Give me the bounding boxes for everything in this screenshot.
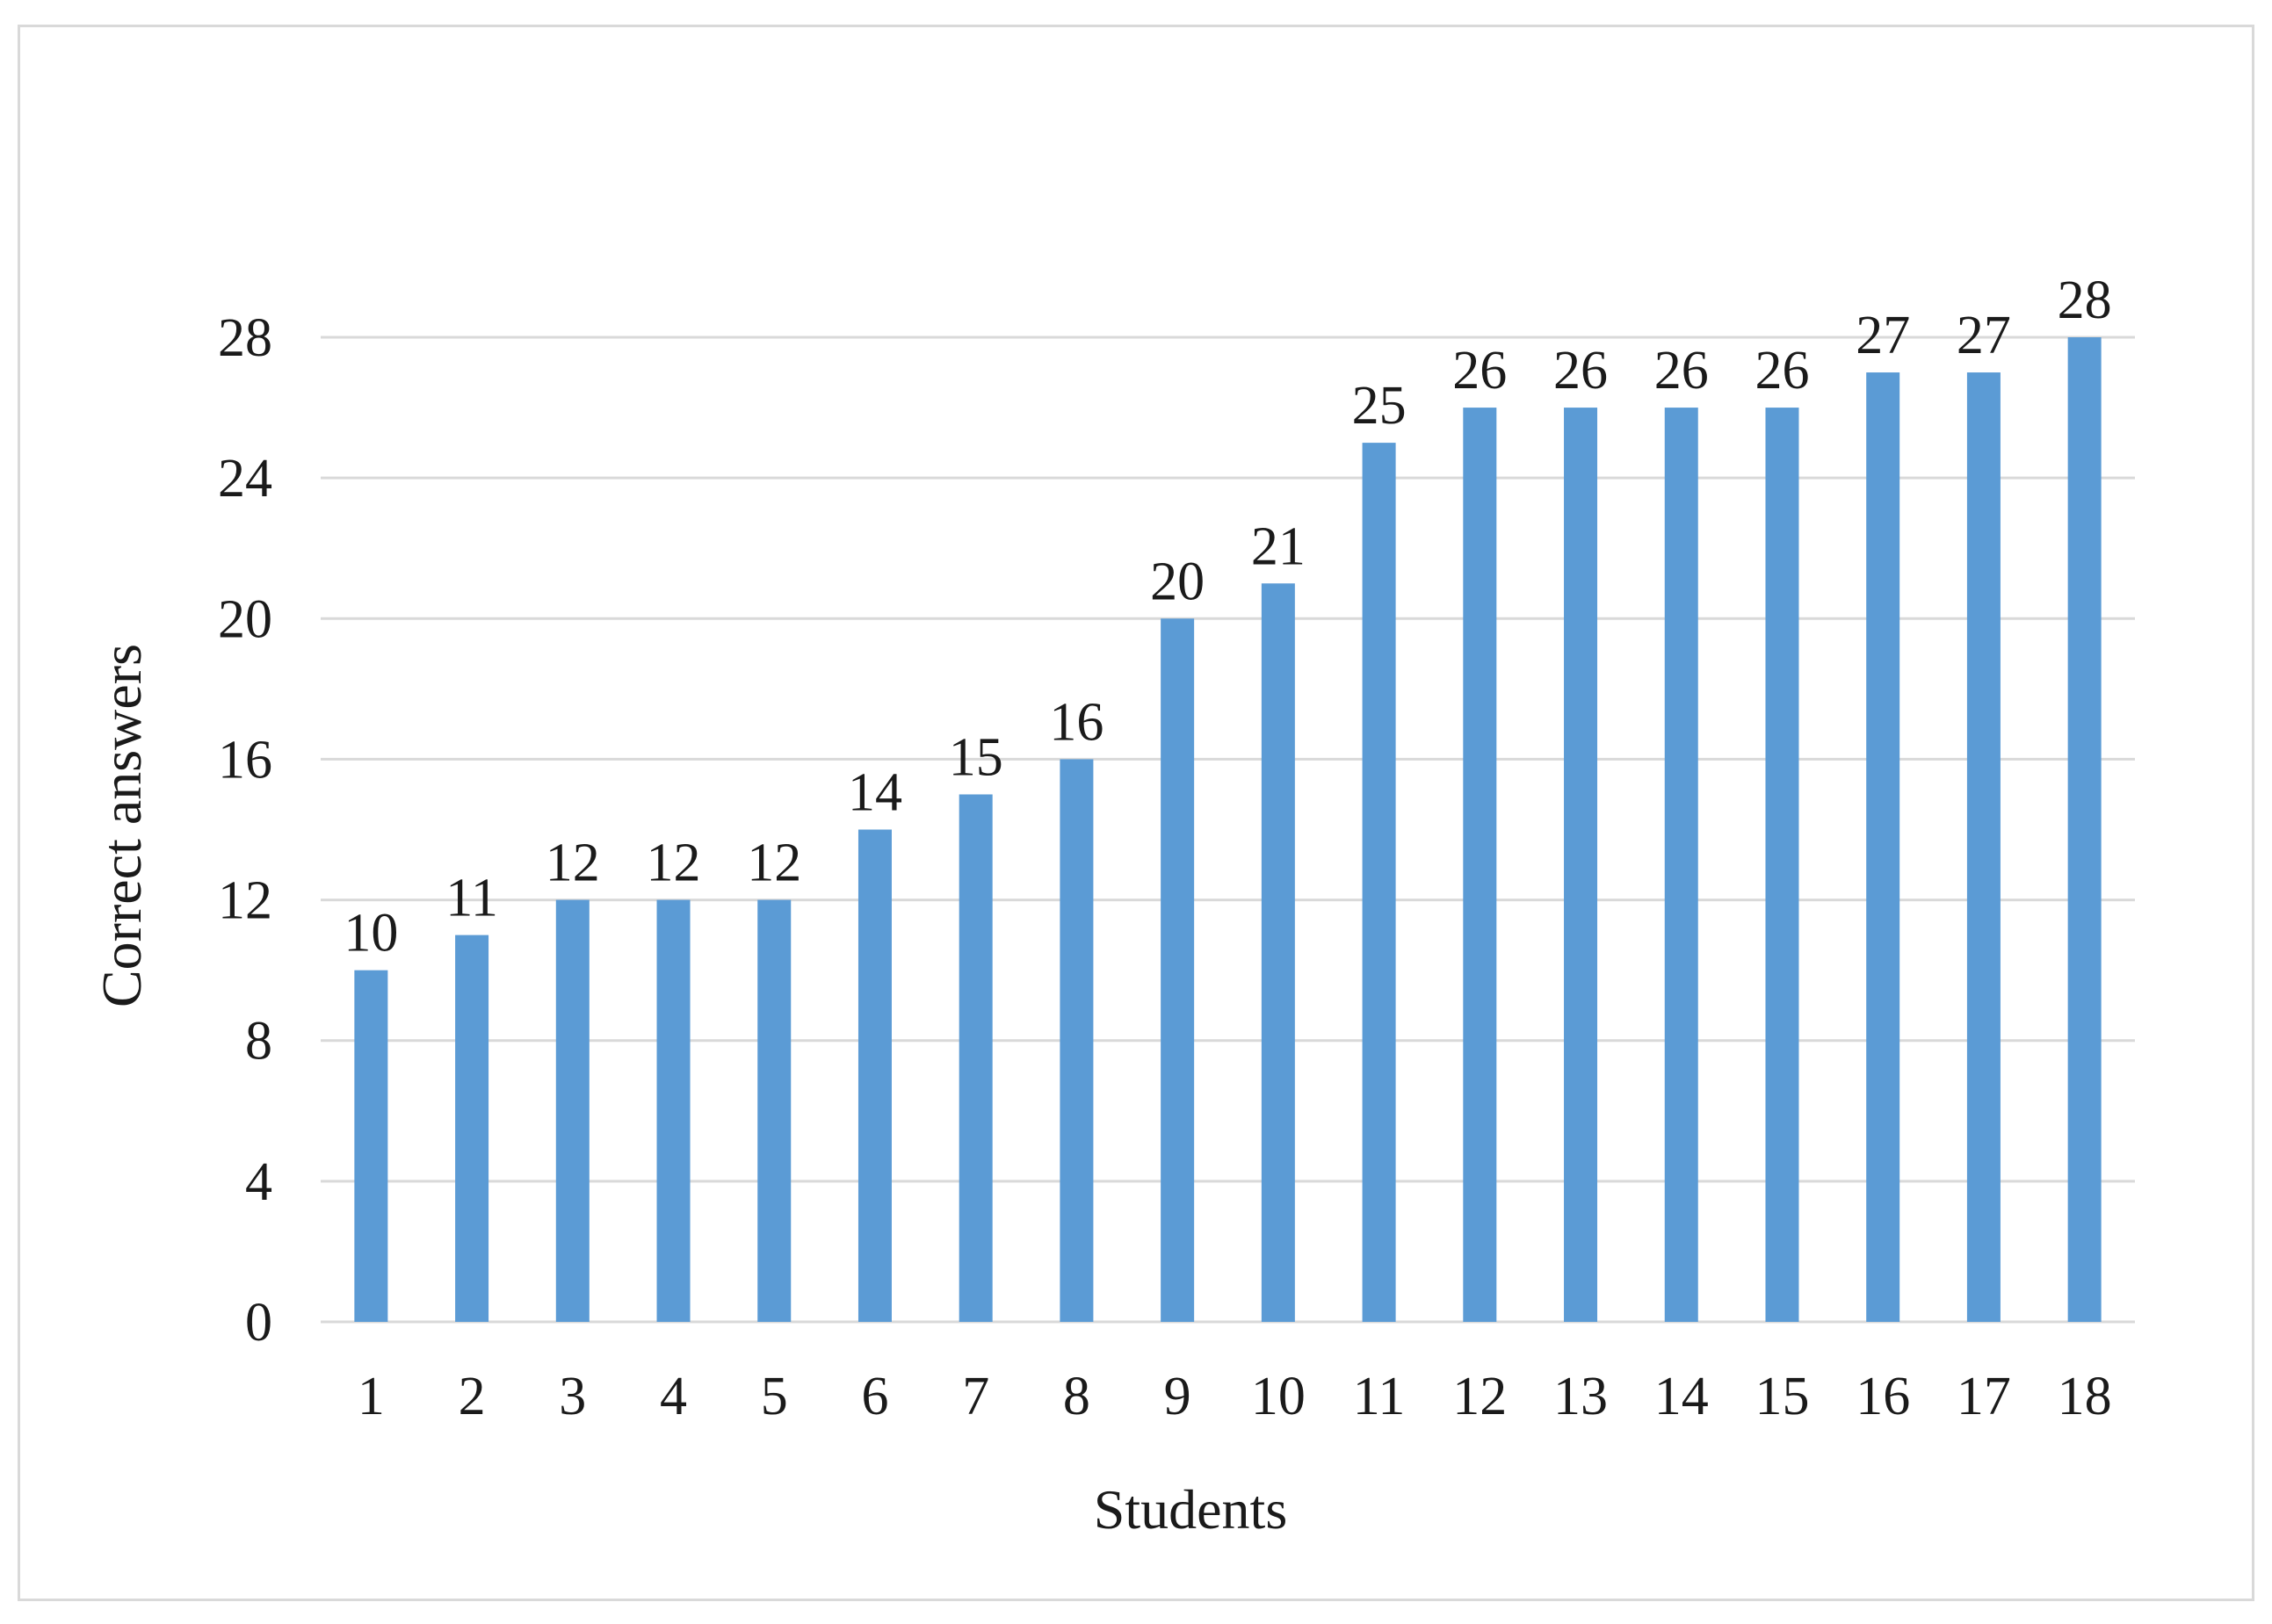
bar xyxy=(857,829,892,1322)
x-tick-label: 17 xyxy=(1957,1367,2011,1426)
data-label: 28 xyxy=(2058,271,2112,330)
x-axis-title: Students xyxy=(1094,1478,1287,1541)
bar xyxy=(1362,443,1396,1322)
x-tick-label: 10 xyxy=(1251,1367,1306,1426)
x-tick-label: 4 xyxy=(660,1367,687,1426)
data-label: 20 xyxy=(1150,552,1205,611)
data-label: 12 xyxy=(647,834,701,893)
gridlines xyxy=(321,336,2135,1324)
x-tick-label: 6 xyxy=(861,1367,888,1426)
bar xyxy=(354,970,388,1322)
bar xyxy=(1765,408,1799,1323)
y-tick-label: 16 xyxy=(218,730,272,790)
data-label: 12 xyxy=(747,834,801,893)
data-label: 25 xyxy=(1352,376,1407,436)
x-tick-label: 7 xyxy=(962,1367,989,1426)
bar xyxy=(455,935,489,1322)
x-tick-label: 18 xyxy=(2058,1367,2112,1426)
bars xyxy=(354,337,2102,1323)
x-tick-label: 15 xyxy=(1755,1367,1809,1426)
data-label: 12 xyxy=(546,834,600,893)
x-tick-label: 2 xyxy=(459,1367,486,1426)
y-tick-label: 8 xyxy=(245,1012,272,1072)
bar xyxy=(1463,408,1497,1323)
data-label: 10 xyxy=(344,904,398,964)
y-tick-label: 20 xyxy=(218,589,272,649)
x-tick-label: 12 xyxy=(1452,1367,1507,1426)
x-tick-label: 9 xyxy=(1164,1367,1191,1426)
x-tick-label: 3 xyxy=(559,1367,586,1426)
y-tick-label: 28 xyxy=(218,308,272,368)
data-labels: 10 11 12 12 12 14 15 16 20 21 25 26 26 26 26 27 27 28 xyxy=(344,271,2111,964)
bar xyxy=(1261,583,1295,1322)
data-label: 16 xyxy=(1049,692,1103,752)
data-label: 26 xyxy=(1553,341,1608,401)
y-tick-label: 12 xyxy=(218,871,272,931)
x-tick-label: 13 xyxy=(1553,1367,1608,1426)
y-tick-label: 24 xyxy=(218,449,272,509)
bar xyxy=(656,899,691,1322)
data-label: 11 xyxy=(445,869,498,928)
data-label: 14 xyxy=(848,763,902,823)
data-label: 26 xyxy=(1452,341,1507,401)
bar xyxy=(1966,372,2001,1323)
x-tick-label: 8 xyxy=(1063,1367,1090,1426)
data-label: 15 xyxy=(949,727,1003,787)
y-axis-ticks: 0 4 8 12 16 20 24 28 xyxy=(218,308,272,1353)
x-tick-label: 1 xyxy=(358,1367,385,1426)
y-axis-title: Correct answers xyxy=(90,644,153,1007)
x-axis-ticks: 1 2 3 4 5 6 7 8 9 10 11 12 13 14 15 16 17 18 xyxy=(358,1367,2112,1426)
x-tick-label: 11 xyxy=(1353,1367,1406,1426)
x-tick-label: 14 xyxy=(1654,1367,1709,1426)
bar xyxy=(2067,337,2102,1322)
bar xyxy=(555,899,590,1322)
bar xyxy=(959,794,993,1322)
data-label: 26 xyxy=(1654,341,1709,401)
x-tick-label: 16 xyxy=(1856,1367,1910,1426)
y-tick-label: 0 xyxy=(245,1293,272,1353)
data-label: 26 xyxy=(1755,341,1809,401)
bar xyxy=(1060,759,1094,1322)
bar xyxy=(757,899,792,1322)
x-tick-label: 5 xyxy=(761,1367,788,1426)
data-label: 27 xyxy=(1856,306,1910,365)
data-label: 27 xyxy=(1957,306,2011,365)
bar xyxy=(1866,372,1900,1323)
data-label: 21 xyxy=(1251,516,1306,576)
y-tick-label: 4 xyxy=(245,1152,272,1212)
bar xyxy=(1564,408,1598,1323)
bar xyxy=(1161,618,1195,1322)
bar xyxy=(1664,408,1698,1323)
